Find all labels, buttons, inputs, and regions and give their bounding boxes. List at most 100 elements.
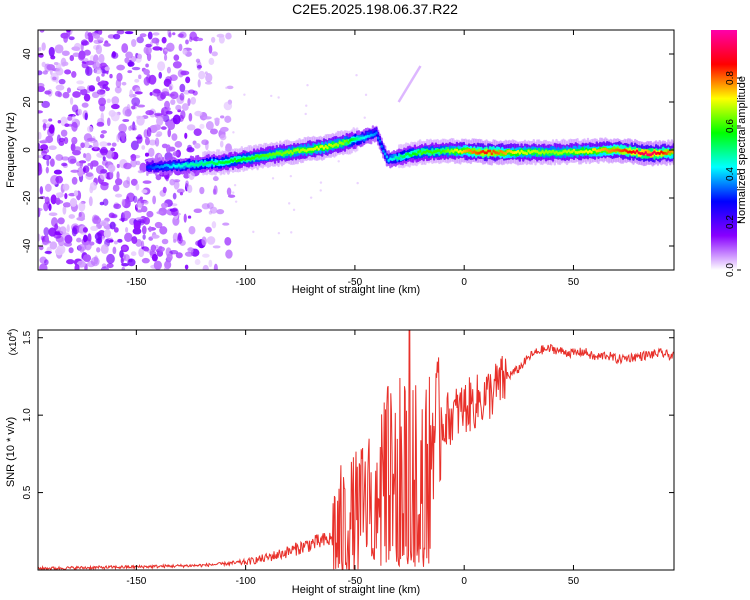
ridge-segment [385, 155, 389, 159]
noise-blob [197, 37, 204, 42]
noise-blob [212, 176, 219, 182]
noise-blob [41, 242, 50, 246]
noise-blob [83, 58, 89, 62]
noise-dot [364, 93, 368, 97]
noise-blob [92, 33, 101, 39]
ridge-segment [422, 150, 425, 154]
noise-blob [80, 39, 88, 46]
noise-dot [252, 230, 255, 234]
noise-blob [38, 86, 45, 93]
noise-blob [154, 112, 163, 116]
noise-blob [174, 140, 183, 148]
noise-blob [58, 78, 66, 85]
noise-blob [62, 202, 71, 208]
ridge-segment [653, 150, 656, 154]
ridge-segment [167, 164, 170, 168]
noise-blob [177, 234, 183, 244]
noise-dot [271, 177, 275, 180]
noise-blob [55, 197, 61, 206]
noise-blob [55, 67, 64, 76]
noise-blob [38, 142, 41, 152]
noise-blob [96, 165, 105, 175]
ridge-segment [252, 156, 256, 160]
noise-blob [199, 123, 205, 130]
ridge-segment [298, 150, 301, 154]
ridge-segment [415, 153, 418, 157]
noise-blob [131, 105, 136, 110]
noise-blob [122, 180, 131, 189]
ridge-segment [541, 150, 544, 154]
noise-blob [106, 117, 111, 127]
noise-blob [194, 110, 203, 117]
noise-blob [64, 69, 72, 75]
noise-blob [175, 252, 183, 259]
noise-blob [131, 66, 141, 71]
noise-blob [62, 183, 70, 191]
noise-blob [153, 89, 161, 94]
noise-blob [201, 139, 209, 146]
ridge-segment [481, 149, 485, 153]
ridge-segment [551, 149, 555, 153]
noise-blob [141, 145, 146, 150]
noise-blob [109, 239, 114, 243]
ridge-segment [296, 148, 299, 152]
noise-blob [44, 259, 49, 266]
noise-blob [130, 251, 137, 257]
noise-blob [41, 42, 46, 51]
ridge-segment [198, 162, 202, 166]
ridge-segment [342, 142, 345, 146]
noise-blob [96, 59, 100, 68]
noise-blob [186, 124, 196, 131]
noise-blob [86, 137, 96, 142]
noise-blob [53, 169, 63, 175]
noise-blob [187, 89, 196, 94]
noise-blob [58, 137, 65, 143]
noise-blob [130, 178, 138, 186]
y-tick-label: 40 [22, 48, 33, 60]
noise-blob [154, 137, 160, 147]
ridge-segment [651, 152, 654, 156]
noise-dot [309, 196, 313, 199]
y-tick-label: 1.0 [22, 408, 33, 422]
spectrogram-heatmap [38, 30, 674, 270]
x-tick-label: -150 [126, 277, 146, 288]
noise-blob [136, 209, 143, 213]
noise-dot [277, 96, 280, 99]
noise-blob [61, 61, 69, 66]
noise-blob [131, 236, 138, 244]
noise-blob [98, 53, 105, 64]
noise-blob [205, 120, 214, 131]
noise-blob [161, 91, 170, 97]
noise-blob [99, 141, 108, 147]
noise-blob [41, 61, 46, 68]
noise-blob [136, 202, 143, 210]
noise-dot [243, 93, 246, 96]
noise-blob [66, 224, 70, 233]
noise-blob [58, 238, 65, 247]
noise-blob [136, 36, 144, 44]
ridge-segment [658, 152, 661, 156]
noise-blob [167, 128, 172, 138]
y-tick-label: -40 [22, 238, 33, 253]
ridge-segment [518, 151, 521, 155]
noise-blob [50, 194, 57, 205]
noise-blob [101, 73, 105, 77]
noise-blob [155, 174, 162, 181]
x-tick-label: -50 [348, 277, 363, 288]
noise-blob [223, 101, 233, 111]
ridge-segment [280, 153, 284, 157]
noise-blob [167, 93, 175, 97]
ridge-segment [536, 150, 539, 154]
noise-blob [179, 192, 184, 196]
ridge-segment [527, 149, 530, 153]
noise-dot [305, 104, 308, 107]
ridge-segment [231, 159, 235, 163]
noise-blob [125, 51, 133, 59]
noise-blob [72, 52, 80, 58]
ridge-segment [202, 162, 205, 166]
noise-blob [48, 46, 55, 57]
snr-plot-area [38, 330, 674, 570]
ridge-segment [200, 161, 203, 165]
noise-blob [98, 97, 107, 107]
noise-blob [48, 212, 58, 217]
